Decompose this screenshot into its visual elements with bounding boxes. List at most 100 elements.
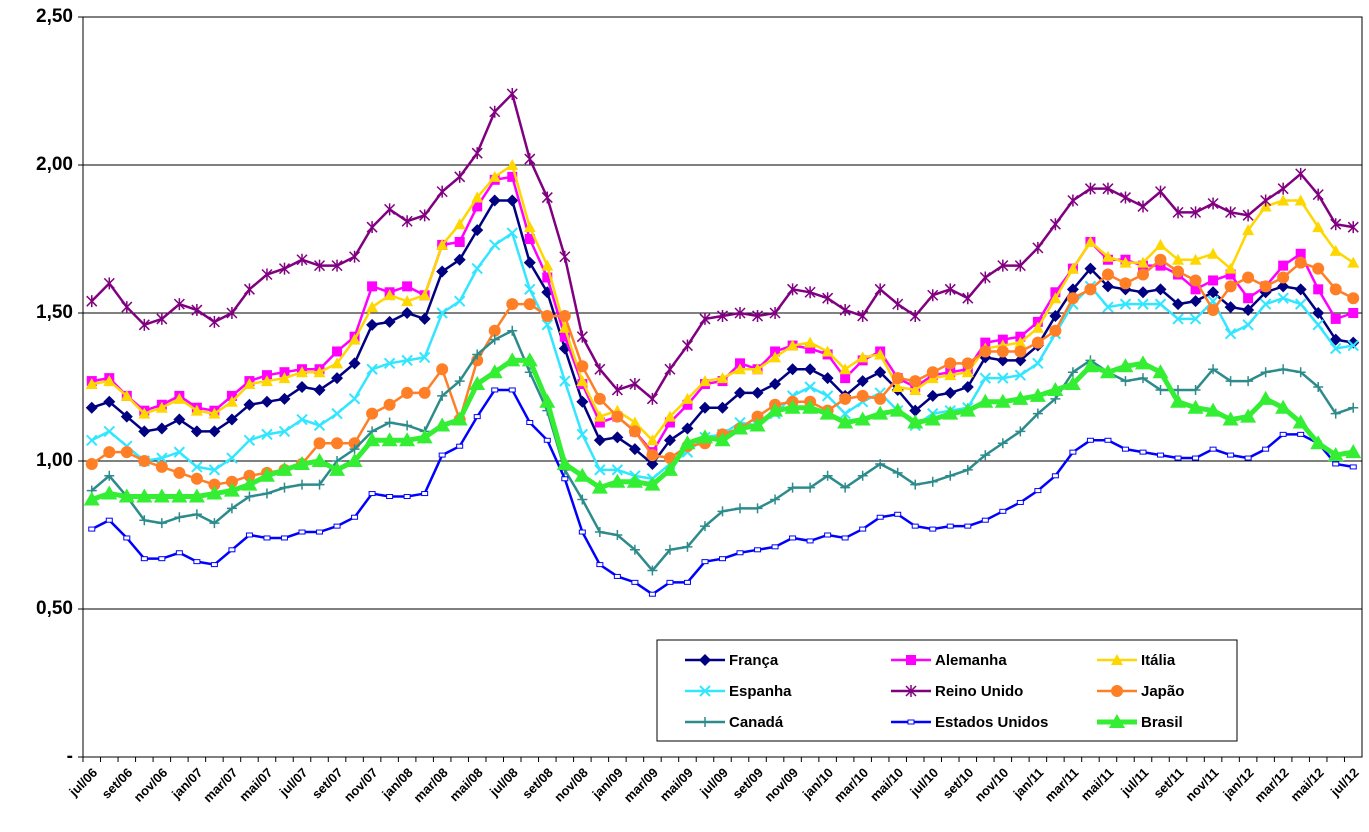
- marker: [804, 286, 816, 299]
- marker: [296, 253, 308, 266]
- marker: [1031, 321, 1044, 333]
- marker: [784, 399, 801, 414]
- marker: [1330, 218, 1342, 231]
- marker: [561, 476, 569, 482]
- marker: [506, 194, 519, 207]
- marker: [698, 375, 711, 387]
- marker: [1064, 376, 1081, 391]
- marker: [626, 473, 643, 488]
- marker: [1152, 364, 1169, 379]
- legend-label: Itália: [1141, 652, 1176, 669]
- marker: [471, 262, 483, 275]
- marker: [979, 271, 991, 284]
- marker: [1277, 280, 1290, 293]
- marker: [188, 488, 205, 503]
- marker: [418, 312, 431, 325]
- marker: [1187, 399, 1204, 414]
- marker: [999, 508, 1007, 514]
- marker: [926, 389, 939, 402]
- marker: [313, 383, 326, 396]
- marker: [927, 289, 939, 302]
- marker: [576, 395, 589, 408]
- marker: [226, 452, 238, 464]
- marker: [155, 422, 168, 435]
- marker: [366, 221, 378, 234]
- x-tick-label: mai/08: [447, 765, 486, 804]
- marker: [732, 420, 749, 435]
- marker: [193, 559, 201, 565]
- legend-label: Espanha: [729, 683, 792, 700]
- marker: [1207, 304, 1220, 317]
- marker: [1084, 262, 1097, 275]
- marker: [541, 259, 554, 271]
- marker: [944, 386, 957, 399]
- marker: [418, 289, 431, 301]
- marker: [609, 473, 626, 488]
- marker: [367, 281, 378, 292]
- marker: [208, 464, 221, 476]
- marker: [436, 307, 448, 319]
- marker: [1262, 446, 1270, 452]
- marker: [329, 461, 346, 476]
- marker: [696, 429, 713, 444]
- marker: [386, 494, 394, 500]
- marker: [171, 488, 188, 503]
- marker: [872, 405, 889, 420]
- marker: [909, 309, 921, 322]
- marker: [453, 253, 466, 266]
- marker: [1154, 298, 1167, 310]
- marker: [83, 491, 100, 506]
- marker: [156, 312, 168, 325]
- marker: [521, 352, 538, 367]
- marker: [486, 364, 503, 379]
- marker: [837, 414, 854, 429]
- x-tick-label: nov/11: [1182, 765, 1221, 804]
- marker: [1189, 295, 1202, 308]
- marker: [894, 511, 902, 517]
- legend-label: Estados Unidos: [935, 714, 1048, 731]
- marker: [1102, 301, 1114, 313]
- x-tick-label: jan/07: [168, 765, 205, 802]
- marker: [1347, 292, 1360, 305]
- marker: [1137, 298, 1149, 310]
- marker: [1313, 284, 1324, 295]
- x-tick-label: nov/09: [761, 765, 801, 805]
- x-tick-label: nov/07: [341, 765, 381, 805]
- marker: [523, 256, 536, 269]
- marker: [401, 307, 414, 319]
- marker: [856, 351, 869, 363]
- marker: [190, 425, 203, 438]
- marker: [261, 268, 273, 281]
- marker: [488, 170, 501, 182]
- marker: [243, 283, 255, 296]
- legend-box: [656, 639, 1238, 742]
- marker: [1104, 437, 1112, 443]
- marker: [644, 476, 661, 491]
- marker: [994, 393, 1011, 408]
- marker: [416, 429, 433, 444]
- marker: [681, 339, 693, 352]
- marker: [506, 87, 518, 100]
- marker: [997, 438, 1008, 449]
- marker: [771, 544, 779, 550]
- marker: [559, 375, 571, 387]
- marker: [209, 518, 220, 529]
- marker: [436, 185, 448, 198]
- marker: [1243, 293, 1254, 304]
- marker: [891, 381, 904, 392]
- marker: [767, 402, 784, 417]
- marker: [471, 147, 483, 160]
- marker: [804, 336, 817, 348]
- marker: [628, 425, 641, 438]
- marker: [1172, 253, 1185, 265]
- marker: [401, 295, 414, 307]
- marker: [294, 455, 311, 470]
- marker: [260, 395, 273, 408]
- marker: [594, 417, 605, 428]
- marker: [1257, 390, 1274, 405]
- marker: [85, 457, 98, 470]
- marker: [120, 389, 133, 401]
- marker: [313, 366, 326, 378]
- y-tick-label: -: [67, 746, 73, 767]
- marker: [1014, 354, 1027, 367]
